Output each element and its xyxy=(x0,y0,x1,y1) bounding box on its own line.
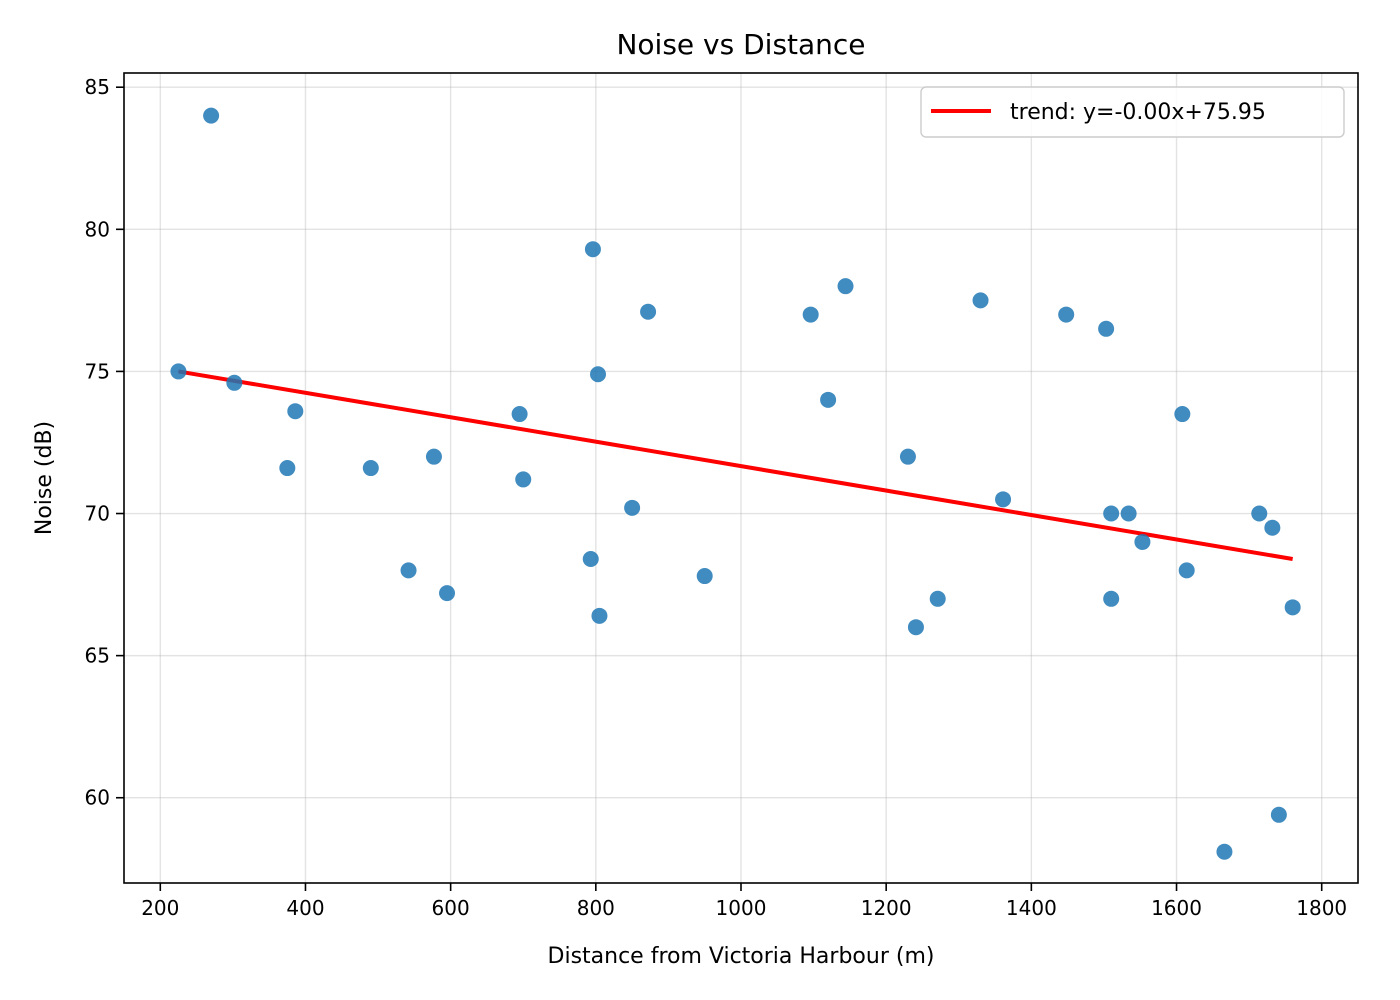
scatter-point xyxy=(1103,505,1120,522)
scatter-point xyxy=(511,406,528,423)
scatter-point xyxy=(907,619,924,636)
y-tick-label: 75 xyxy=(85,359,110,383)
scatter-point xyxy=(899,448,916,465)
x-tick-label: 600 xyxy=(432,896,470,920)
scatter-point xyxy=(1284,599,1301,616)
x-tick-label: 400 xyxy=(286,896,324,920)
y-tick-label: 65 xyxy=(85,644,110,668)
scatter-point xyxy=(439,585,456,602)
y-axis: 60 65 70 75 80 85 xyxy=(85,75,124,810)
scatter-point xyxy=(590,366,607,383)
scatter-point xyxy=(515,471,532,488)
scatter-point xyxy=(820,391,837,408)
x-tick-label: 800 xyxy=(577,896,615,920)
scatter-point xyxy=(203,107,220,124)
scatter-point xyxy=(287,403,304,420)
scatter-point xyxy=(425,448,442,465)
scatter-point xyxy=(837,278,854,295)
scatter-point xyxy=(226,374,243,391)
scatter-point xyxy=(170,363,187,380)
scatter-point xyxy=(1134,533,1151,550)
scatter-point xyxy=(929,590,946,607)
scatter-point xyxy=(582,551,599,567)
scatter-point xyxy=(1098,320,1115,337)
scatter-point xyxy=(972,292,989,309)
scatter-point xyxy=(1178,562,1195,579)
x-tick-label: 1200 xyxy=(861,896,912,920)
scatter-point xyxy=(279,460,296,477)
legend-box xyxy=(920,86,1345,138)
y-axis-label: Noise (dB) xyxy=(32,421,57,535)
scatter-point xyxy=(696,568,713,585)
trend-layer xyxy=(178,369,1294,561)
x-tick-label: 1000 xyxy=(716,896,767,920)
scatter-point xyxy=(624,499,641,516)
chart-title: Noise vs Distance xyxy=(616,28,865,61)
y-tick-label: 60 xyxy=(85,786,110,810)
grid xyxy=(124,73,1358,883)
scatter-point xyxy=(995,491,1012,508)
scatter-point xyxy=(1264,519,1281,536)
scatter-point xyxy=(1174,406,1191,423)
x-tick-label: 1400 xyxy=(1006,896,1057,920)
scatter-point xyxy=(584,241,601,258)
scatter-point xyxy=(1103,590,1120,607)
y-tick-label: 85 xyxy=(85,75,110,99)
scatter-point xyxy=(1251,505,1268,522)
points-layer xyxy=(170,107,1301,860)
scatter-point xyxy=(362,460,379,477)
scatter-point xyxy=(802,306,819,323)
scatter-point xyxy=(1058,306,1075,323)
x-tick-label: 1800 xyxy=(1296,896,1347,920)
scatter-point xyxy=(640,303,657,320)
legend: trend: y=-0.00x+75.95 xyxy=(920,86,1345,138)
x-tick-label: 200 xyxy=(141,896,179,920)
scatter-point xyxy=(400,562,417,579)
scatter-point xyxy=(1216,843,1233,860)
scatter-point xyxy=(1270,806,1287,823)
y-tick-label: 80 xyxy=(85,217,110,241)
x-axis: 200 400 600 800 1000 1200 1400 1600 1800 xyxy=(141,883,1347,920)
y-tick-label: 70 xyxy=(85,502,110,526)
scatter-point xyxy=(1120,505,1137,522)
x-axis-label: Distance from Victoria Harbour (m) xyxy=(548,944,935,969)
legend-trend-label: trend: y=-0.00x+75.95 xyxy=(1010,100,1266,125)
scatter-point xyxy=(591,607,608,624)
x-tick-label: 1600 xyxy=(1151,896,1202,920)
trend-line xyxy=(178,369,1294,561)
